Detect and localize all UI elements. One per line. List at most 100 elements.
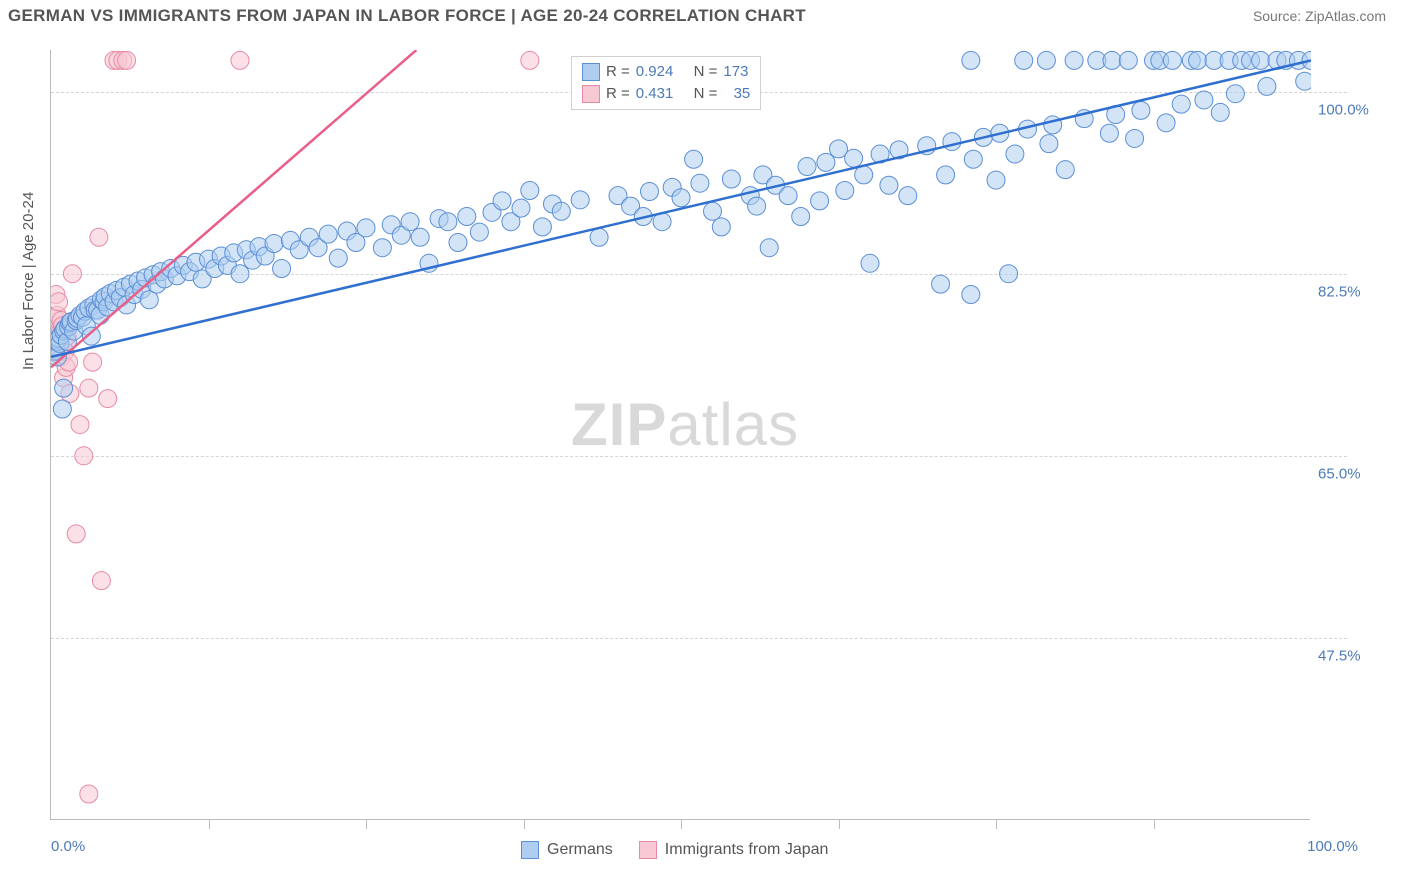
data-point [817,153,835,171]
data-point [634,207,652,225]
ytick-label: 47.5% [1318,647,1378,664]
data-point [373,239,391,257]
xtick [681,819,682,829]
data-point [704,202,722,220]
ytick-label: 65.0% [1318,465,1378,482]
data-point [552,202,570,220]
scatter-points-layer [51,50,1311,820]
data-point [932,275,950,293]
xtick [524,819,525,829]
data-point [1119,51,1137,69]
data-point [1000,265,1018,283]
r-label: R = [606,83,630,105]
chart-title: GERMAN VS IMMIGRANTS FROM JAPAN IN LABOR… [8,6,806,26]
data-point [653,213,671,231]
data-point [55,379,73,397]
yaxis-title: In Labor Force | Age 20-24 [20,192,37,370]
r-value-blue: 0.924 [636,61,674,83]
data-point [987,171,1005,189]
data-point [748,197,766,215]
data-point [1132,101,1150,119]
ytick-label: 100.0% [1318,101,1378,118]
data-point [265,235,283,253]
legend-pink-label: Immigrants from Japan [665,841,829,859]
data-point [691,174,709,192]
data-point [1126,129,1144,147]
xtick [1154,819,1155,829]
data-point [1037,51,1055,69]
data-point [71,416,89,434]
xtick [209,819,210,829]
data-point [792,207,810,225]
data-point [1195,91,1213,109]
n-value-pink: 35 [734,83,751,105]
data-point [92,572,110,590]
chart-header: GERMAN VS IMMIGRANTS FROM JAPAN IN LABOR… [0,0,1406,26]
data-point [685,150,703,168]
data-point [1006,145,1024,163]
data-point [672,189,690,207]
data-point [80,379,98,397]
swatch-pink-icon [582,85,600,103]
data-point [67,525,85,543]
data-point [439,213,457,231]
data-point [1044,116,1062,134]
chart-source: Source: ZipAtlas.com [1253,8,1386,24]
correlation-legend: R = 0.924 N = 173 R = 0.431 N = 35 [571,56,761,110]
data-point [329,249,347,267]
data-point [493,192,511,210]
data-point [590,228,608,246]
data-point [871,145,889,163]
data-point [51,293,68,311]
data-point [1056,161,1074,179]
swatch-blue-icon [582,63,600,81]
data-point [1040,135,1058,153]
data-point [1252,51,1270,69]
data-point [1226,85,1244,103]
data-point [937,166,955,184]
data-point [82,327,100,345]
data-point [855,166,873,184]
data-point [90,228,108,246]
data-point [231,265,249,283]
data-point [861,254,879,272]
chart-container: ZIPatlas R = 0.924 N = 173 R = 0.431 N =… [50,50,1380,840]
data-point [890,141,908,159]
data-point [1107,106,1125,124]
data-point [712,218,730,236]
data-point [319,225,337,243]
data-point [991,124,1009,142]
data-point [1075,110,1093,128]
n-label: N = [694,61,718,83]
data-point [722,170,740,188]
data-point [1019,120,1037,138]
data-point [357,219,375,237]
data-point [53,400,71,418]
data-point [964,150,982,168]
data-point [470,223,488,241]
data-point [84,353,102,371]
data-point [99,390,117,408]
data-point [521,181,539,199]
correlation-row-blue: R = 0.924 N = 173 [582,61,750,83]
swatch-blue-icon [521,841,539,859]
data-point [571,191,589,209]
data-point [411,228,429,246]
data-point [420,254,438,272]
data-point [1258,77,1276,95]
data-point [836,181,854,199]
n-value-blue: 173 [723,61,748,83]
data-point [75,447,93,465]
series-legend: Germans Immigrants from Japan [521,841,828,859]
data-point [1103,51,1121,69]
data-point [1211,103,1229,121]
swatch-pink-icon [639,841,657,859]
data-point [1065,51,1083,69]
legend-item-pink: Immigrants from Japan [639,841,829,859]
data-point [845,149,863,167]
data-point [974,128,992,146]
data-point [899,187,917,205]
data-point [918,137,936,155]
legend-blue-label: Germans [547,841,613,859]
data-point [449,234,467,252]
